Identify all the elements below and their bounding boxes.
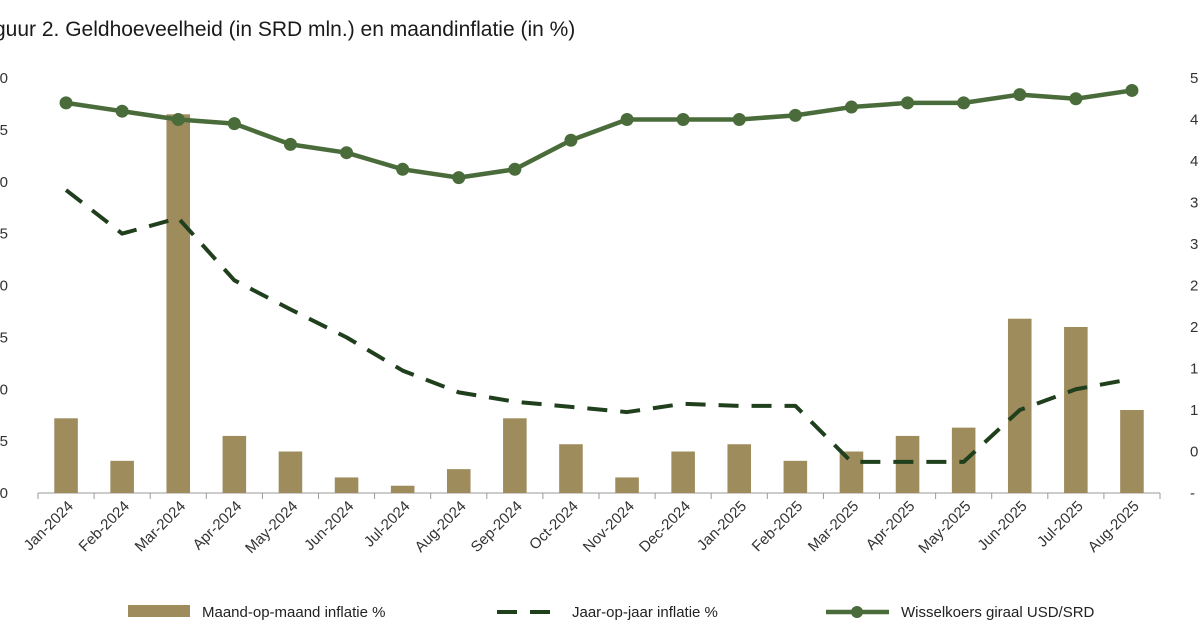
left-axis-tick-label: 5 (0, 329, 8, 346)
bar (334, 477, 359, 493)
bar (446, 469, 471, 493)
bar (671, 451, 695, 493)
bar (559, 444, 583, 493)
x-tick-label: Jul-2024 (361, 498, 414, 551)
exchange-rate-point (340, 146, 354, 160)
exchange-rate-point (564, 133, 578, 147)
exchange-rate-point (171, 113, 185, 126)
bar (110, 460, 134, 493)
exchange-rate-point (901, 96, 915, 110)
x-tick-label: Dec-2024 (636, 498, 694, 556)
exchange-rate-point (1125, 83, 1139, 97)
yoy-inflation-line (64, 188, 1133, 464)
exchange-rate-point (1069, 92, 1083, 106)
x-tick-label: May-2024 (242, 498, 301, 557)
exchange-rate-line (65, 88, 1133, 180)
x-tick-label: Apr-2024 (190, 498, 246, 554)
x-tick-label: Aug-2025 (1085, 498, 1143, 556)
left-axis-tick-label: 0 (0, 381, 8, 398)
right-axis-tick-label: - (1190, 485, 1195, 502)
right-axis-tick-label: 1 (1190, 402, 1198, 419)
bar (390, 485, 415, 493)
x-tick-label: Sep-2024 (468, 498, 526, 556)
right-axis-tick-label: 0 (1190, 444, 1198, 461)
bar (54, 418, 78, 493)
exchange-rate-point (620, 113, 634, 126)
exchange-rate-point (788, 108, 802, 122)
exchange-rate-point (115, 104, 129, 118)
x-tick-label: Mar-2024 (132, 498, 189, 555)
legend-label-yoy: Jaar-op-jaar inflatie % (572, 604, 718, 621)
x-tick-label: Apr-2025 (863, 498, 919, 554)
legend-group: Maand-op-maand inflatie % Jaar-op-jaar in… (128, 604, 1095, 621)
exchange-rate-point (844, 100, 858, 114)
x-tick-label: Jul-2025 (1034, 498, 1087, 551)
bar (839, 451, 864, 493)
bar (895, 435, 920, 493)
exchange-rate-point (957, 96, 971, 110)
right-axis-tick-label: 3 (1190, 236, 1198, 253)
x-tick-label: May-2025 (915, 498, 974, 557)
exchange-rate-point (452, 171, 466, 185)
exchange-rate-point (227, 117, 241, 131)
x-tick-label: Jun-2024 (301, 498, 357, 554)
left-axis-tick-label: 5 (0, 433, 8, 450)
left-axis-tick-label: 5 (0, 226, 8, 243)
exchange-rate-point (396, 162, 410, 176)
right-axis-tick-label: 5 (1190, 70, 1198, 87)
exchange-rate-point (283, 137, 297, 151)
x-tick-label: Nov-2024 (580, 498, 638, 556)
lines-group (59, 83, 1139, 464)
bar (1120, 410, 1144, 493)
bar (278, 451, 303, 493)
left-axis-tick-label: 0 (0, 70, 8, 87)
x-tick-label: Feb-2025 (749, 498, 806, 555)
left-axis-tick-label: 0 (0, 174, 8, 191)
legend-swatch-fx-marker (851, 606, 863, 618)
bar (1007, 318, 1032, 493)
right-axis-tick-label: 3 (1190, 195, 1198, 212)
bars-group (54, 114, 1144, 493)
x-tick-label: Aug-2024 (412, 498, 470, 556)
left-axis-tick-label: 0 (0, 485, 8, 502)
legend-swatch-mom (128, 605, 190, 617)
exchange-rate-point (1013, 88, 1027, 102)
right-axis-tick-label: 4 (1190, 112, 1198, 129)
x-tick-label: Oct-2024 (526, 498, 582, 554)
bar (222, 435, 247, 493)
exchange-rate-point (508, 162, 522, 176)
left-axis-tick-label: 5 (0, 122, 8, 139)
right-axis-tick-label: 1 (1190, 361, 1198, 378)
right-axis-tick-label: 4 (1190, 153, 1198, 170)
x-tick-label: Jan-2025 (694, 498, 750, 554)
right-axis-tick-label: 2 (1190, 319, 1198, 336)
bar (166, 114, 191, 493)
exchange-rate-point (732, 113, 746, 126)
x-tick-label: Mar-2025 (805, 498, 862, 555)
x-tick-label: Jan-2024 (21, 498, 77, 554)
exchange-rate-point (676, 113, 690, 126)
right-axis-tick-label: 2 (1190, 278, 1198, 295)
x-tick-label: Feb-2024 (76, 498, 133, 555)
bar (783, 460, 808, 493)
left-axis-tick-label: 0 (0, 278, 8, 295)
bar (503, 418, 527, 493)
legend-label-mom: Maand-op-maand inflatie % (202, 604, 385, 621)
bar (615, 477, 639, 493)
chart-title: guur 2. Geldhoeveelheid (in SRD mln.) en… (0, 18, 576, 41)
legend-label-fx: Wisselkoers giraal USD/SRD (901, 604, 1095, 621)
exchange-rate-point (59, 96, 73, 110)
bar (727, 444, 752, 493)
x-tick-label: Jun-2025 (974, 498, 1030, 554)
bar (1064, 327, 1088, 493)
